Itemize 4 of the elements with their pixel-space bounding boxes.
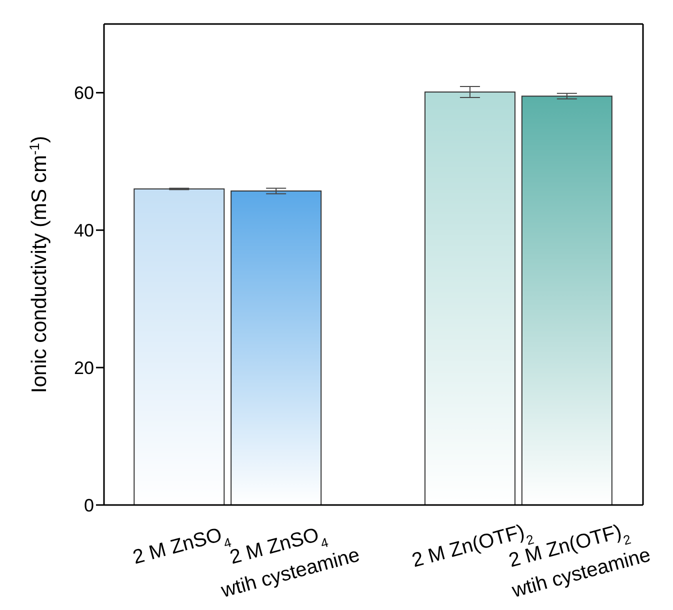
y-tick-label: 20 xyxy=(74,358,94,378)
y-tick-label: 40 xyxy=(74,220,94,241)
y-tick-label: 0 xyxy=(84,495,94,516)
y-tick-label: 60 xyxy=(74,83,94,104)
